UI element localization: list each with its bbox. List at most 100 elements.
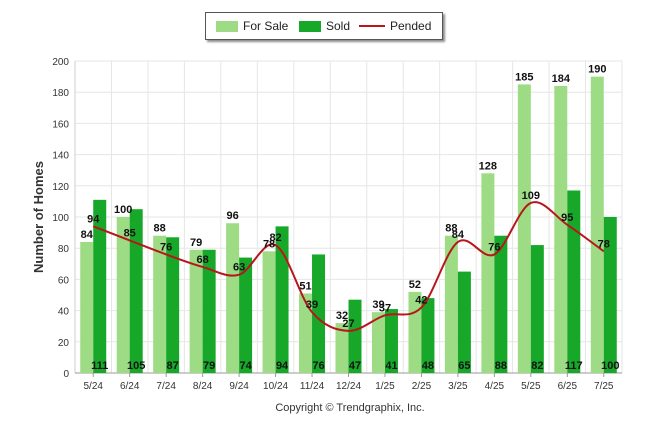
bar-sold bbox=[457, 271, 471, 373]
data-label-sold: 76 bbox=[312, 360, 324, 372]
y-tick-label: 120 bbox=[52, 182, 69, 193]
x-tick-label: 3/25 bbox=[448, 381, 468, 392]
bar-sold bbox=[348, 299, 362, 373]
data-label-for-sale: 184 bbox=[552, 73, 571, 85]
data-label-for-sale: 88 bbox=[154, 223, 166, 235]
legend-swatch-sold bbox=[299, 20, 321, 32]
bar-for-sale bbox=[408, 291, 422, 373]
bar-for-sale bbox=[153, 235, 167, 373]
legend-swatch-for-sale bbox=[216, 20, 238, 32]
bar-sold bbox=[239, 257, 253, 373]
x-tick-label: 9/24 bbox=[229, 381, 249, 392]
bar-for-sale bbox=[299, 293, 313, 373]
legend-line-pended bbox=[359, 25, 385, 27]
data-label-for-sale: 84 bbox=[81, 229, 94, 241]
bar-for-sale bbox=[80, 241, 94, 373]
bar-sold bbox=[166, 237, 180, 373]
data-label-for-sale: 128 bbox=[479, 160, 497, 172]
x-tick-label: 10/24 bbox=[263, 381, 288, 392]
data-label-sold: 74 bbox=[239, 360, 252, 372]
bar-sold bbox=[275, 226, 289, 373]
x-tick-label: 2/25 bbox=[412, 381, 432, 392]
data-label-pended: 76 bbox=[488, 241, 500, 253]
data-label-sold: 105 bbox=[127, 360, 145, 372]
data-label-sold: 82 bbox=[531, 360, 543, 372]
data-label-sold: 79 bbox=[203, 360, 215, 372]
data-label-for-sale: 52 bbox=[409, 279, 421, 291]
copyright: Copyright © Trendgraphix, Inc. bbox=[275, 402, 425, 414]
y-tick-label: 100 bbox=[52, 213, 69, 224]
x-tick-label: 11/24 bbox=[300, 381, 325, 392]
data-label-sold: 100 bbox=[601, 360, 619, 372]
legend-label-for-sale: For Sale bbox=[243, 19, 289, 33]
data-label-for-sale: 79 bbox=[190, 237, 202, 249]
legend: For Sale Sold Pended bbox=[205, 12, 443, 40]
data-label-pended: 68 bbox=[197, 254, 209, 266]
data-label-pended: 82 bbox=[269, 232, 281, 244]
data-label-pended: 42 bbox=[415, 294, 427, 306]
bar-sold bbox=[494, 235, 508, 373]
bar-for-sale bbox=[226, 223, 240, 373]
data-label-pended: 78 bbox=[598, 238, 610, 250]
data-label-for-sale: 190 bbox=[588, 64, 606, 76]
x-tick-label: 7/24 bbox=[156, 381, 176, 392]
data-label-sold: 88 bbox=[495, 360, 507, 372]
data-label-pended: 94 bbox=[87, 213, 100, 225]
data-label-sold: 65 bbox=[458, 360, 470, 372]
bar-sold bbox=[384, 309, 398, 373]
bar-for-sale bbox=[262, 251, 276, 373]
bar-sold bbox=[567, 190, 581, 373]
data-label-for-sale: 39 bbox=[372, 299, 384, 311]
x-tick-label: 1/25 bbox=[375, 381, 395, 392]
y-axis-title: Number of Homes bbox=[31, 161, 46, 273]
bar-for-sale bbox=[371, 312, 385, 373]
data-label-for-sale: 51 bbox=[299, 280, 311, 292]
data-label-sold: 47 bbox=[349, 360, 361, 372]
data-label-for-sale: 32 bbox=[336, 310, 348, 322]
bar-for-sale bbox=[116, 217, 130, 373]
x-tick-label: 5/24 bbox=[83, 381, 103, 392]
data-label-pended: 95 bbox=[561, 212, 573, 224]
bar-for-sale bbox=[554, 85, 568, 374]
bar-for-sale bbox=[189, 249, 203, 373]
bar-for-sale bbox=[590, 76, 604, 373]
data-label-pended: 84 bbox=[452, 229, 465, 241]
line-pended bbox=[92, 201, 605, 332]
bar-sold bbox=[129, 209, 143, 373]
data-label-for-sale: 78 bbox=[263, 238, 275, 250]
x-tick-label: 4/25 bbox=[485, 381, 505, 392]
bar-for-sale bbox=[444, 235, 458, 373]
data-label-pended: 37 bbox=[379, 302, 391, 314]
data-label-for-sale: 100 bbox=[114, 204, 132, 216]
bar-for-sale bbox=[481, 173, 495, 373]
bar-for-sale bbox=[517, 84, 531, 374]
y-tick-label: 0 bbox=[63, 369, 69, 380]
bar-for-sale bbox=[335, 323, 349, 373]
data-label-for-sale: 88 bbox=[445, 223, 457, 235]
legend-label-pended: Pended bbox=[390, 19, 432, 33]
x-tick-label: 12/24 bbox=[336, 381, 361, 392]
data-label-pended: 63 bbox=[233, 262, 245, 274]
bar-sold bbox=[312, 254, 326, 373]
x-tick-label: 5/25 bbox=[521, 381, 541, 392]
data-label-sold: 117 bbox=[565, 360, 583, 372]
data-label-for-sale: 185 bbox=[515, 71, 533, 83]
x-tick-label: 6/25 bbox=[558, 381, 578, 392]
legend-item-sold: Sold bbox=[299, 13, 350, 39]
data-label-sold: 41 bbox=[385, 360, 397, 372]
y-tick-label: 40 bbox=[58, 307, 70, 318]
bar-sold bbox=[530, 245, 544, 373]
data-label-pended: 109 bbox=[522, 190, 540, 202]
data-label-pended: 39 bbox=[306, 299, 318, 311]
y-tick-label: 200 bbox=[52, 57, 69, 68]
data-label-for-sale: 96 bbox=[226, 210, 238, 222]
bar-sold bbox=[202, 249, 216, 373]
data-label-sold: 87 bbox=[167, 360, 179, 372]
data-label-sold: 48 bbox=[422, 360, 434, 372]
y-tick-label: 140 bbox=[52, 151, 69, 162]
legend-item-pended: Pended bbox=[359, 13, 431, 39]
y-tick-label: 60 bbox=[58, 275, 70, 286]
data-label-pended: 76 bbox=[160, 241, 172, 253]
